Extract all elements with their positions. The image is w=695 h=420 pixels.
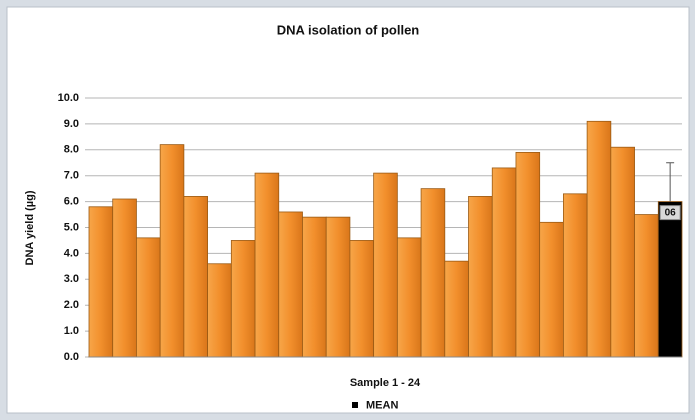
legend-swatch xyxy=(352,402,358,408)
bar xyxy=(254,172,280,358)
y-tick-label: 1.0 xyxy=(64,325,79,337)
bar xyxy=(373,172,398,358)
bar xyxy=(444,260,469,358)
bar xyxy=(586,120,612,358)
bar xyxy=(325,216,351,358)
bar xyxy=(230,240,256,358)
bar xyxy=(88,206,114,358)
bar xyxy=(302,216,327,358)
y-tick-label: 8.0 xyxy=(64,144,79,156)
value-label-box xyxy=(659,205,681,221)
bar xyxy=(183,196,209,358)
y-tick-label: 0.0 xyxy=(64,351,79,363)
bar xyxy=(610,146,635,358)
bar xyxy=(159,144,185,358)
bar xyxy=(634,214,659,358)
bar xyxy=(657,201,683,358)
bar xyxy=(420,188,446,358)
bar xyxy=(207,263,232,358)
legend-label: MEAN xyxy=(366,399,398,411)
bar xyxy=(396,237,422,358)
error-bar xyxy=(666,162,675,202)
y-tick-label: 7.0 xyxy=(64,170,79,182)
bar xyxy=(539,221,564,358)
bar xyxy=(136,237,161,358)
y-tick-label: 6.0 xyxy=(64,196,79,208)
bar xyxy=(349,240,375,358)
bar xyxy=(515,151,541,358)
bar xyxy=(468,196,493,358)
bar xyxy=(491,167,517,358)
value-label: 06 xyxy=(665,208,677,219)
bar xyxy=(278,211,303,358)
y-axis-label: DNA yield (µg) xyxy=(24,190,36,265)
bar xyxy=(112,198,137,358)
y-tick-label: 3.0 xyxy=(64,273,79,285)
x-axis-label: Sample 1 - 24 xyxy=(350,377,421,389)
bar xyxy=(563,193,588,358)
y-tick-label: 2.0 xyxy=(64,299,79,311)
y-tick-label: 5.0 xyxy=(64,221,79,233)
chart-title: DNA isolation of pollen xyxy=(277,22,420,37)
y-tick-label: 10.0 xyxy=(58,92,79,104)
y-tick-label: 4.0 xyxy=(64,247,79,259)
y-tick-label: 9.0 xyxy=(64,118,79,130)
